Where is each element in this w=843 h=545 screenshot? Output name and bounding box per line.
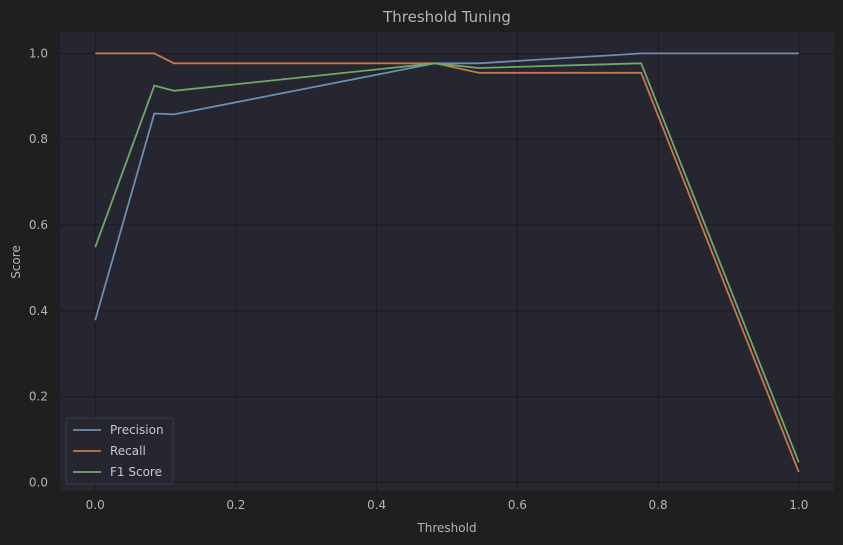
x-tick-label: 0.2 [226, 498, 245, 512]
series-lines [94, 52, 800, 473]
y-tick-label: 1.0 [29, 46, 48, 60]
x-tick-label: 0.0 [86, 498, 105, 512]
chart-title: Threshold Tuning [382, 8, 511, 26]
legend-label-f1-score: F1 Score [110, 465, 162, 479]
legend-label-precision: Precision [110, 423, 164, 437]
x-tick-label: 0.8 [649, 498, 668, 512]
x-axis-ticks: 0.0 0.2 0.4 0.6 0.8 1.0 [86, 498, 809, 512]
y-axis-label: Score [9, 245, 23, 279]
series-line-f1-score [94, 62, 800, 463]
x-tick-label: 1.0 [789, 498, 808, 512]
y-tick-label: 0.0 [29, 475, 48, 489]
x-tick-label: 0.6 [508, 498, 527, 512]
y-tick-label: 0.4 [29, 304, 48, 318]
legend-box [65, 417, 174, 485]
plot-area [60, 32, 834, 491]
y-tick-label: 0.8 [29, 132, 48, 146]
y-tick-label: 0.6 [29, 218, 48, 232]
y-tick-label: 0.2 [29, 390, 48, 404]
x-axis-label: Threshold [416, 521, 476, 535]
legend-label-recall: Recall [110, 444, 146, 458]
x-tick-label: 0.4 [367, 498, 386, 512]
legend: Precision Recall F1 Score [65, 417, 174, 485]
y-axis-ticks: 0.0 0.2 0.4 0.6 0.8 1.0 [29, 46, 48, 489]
